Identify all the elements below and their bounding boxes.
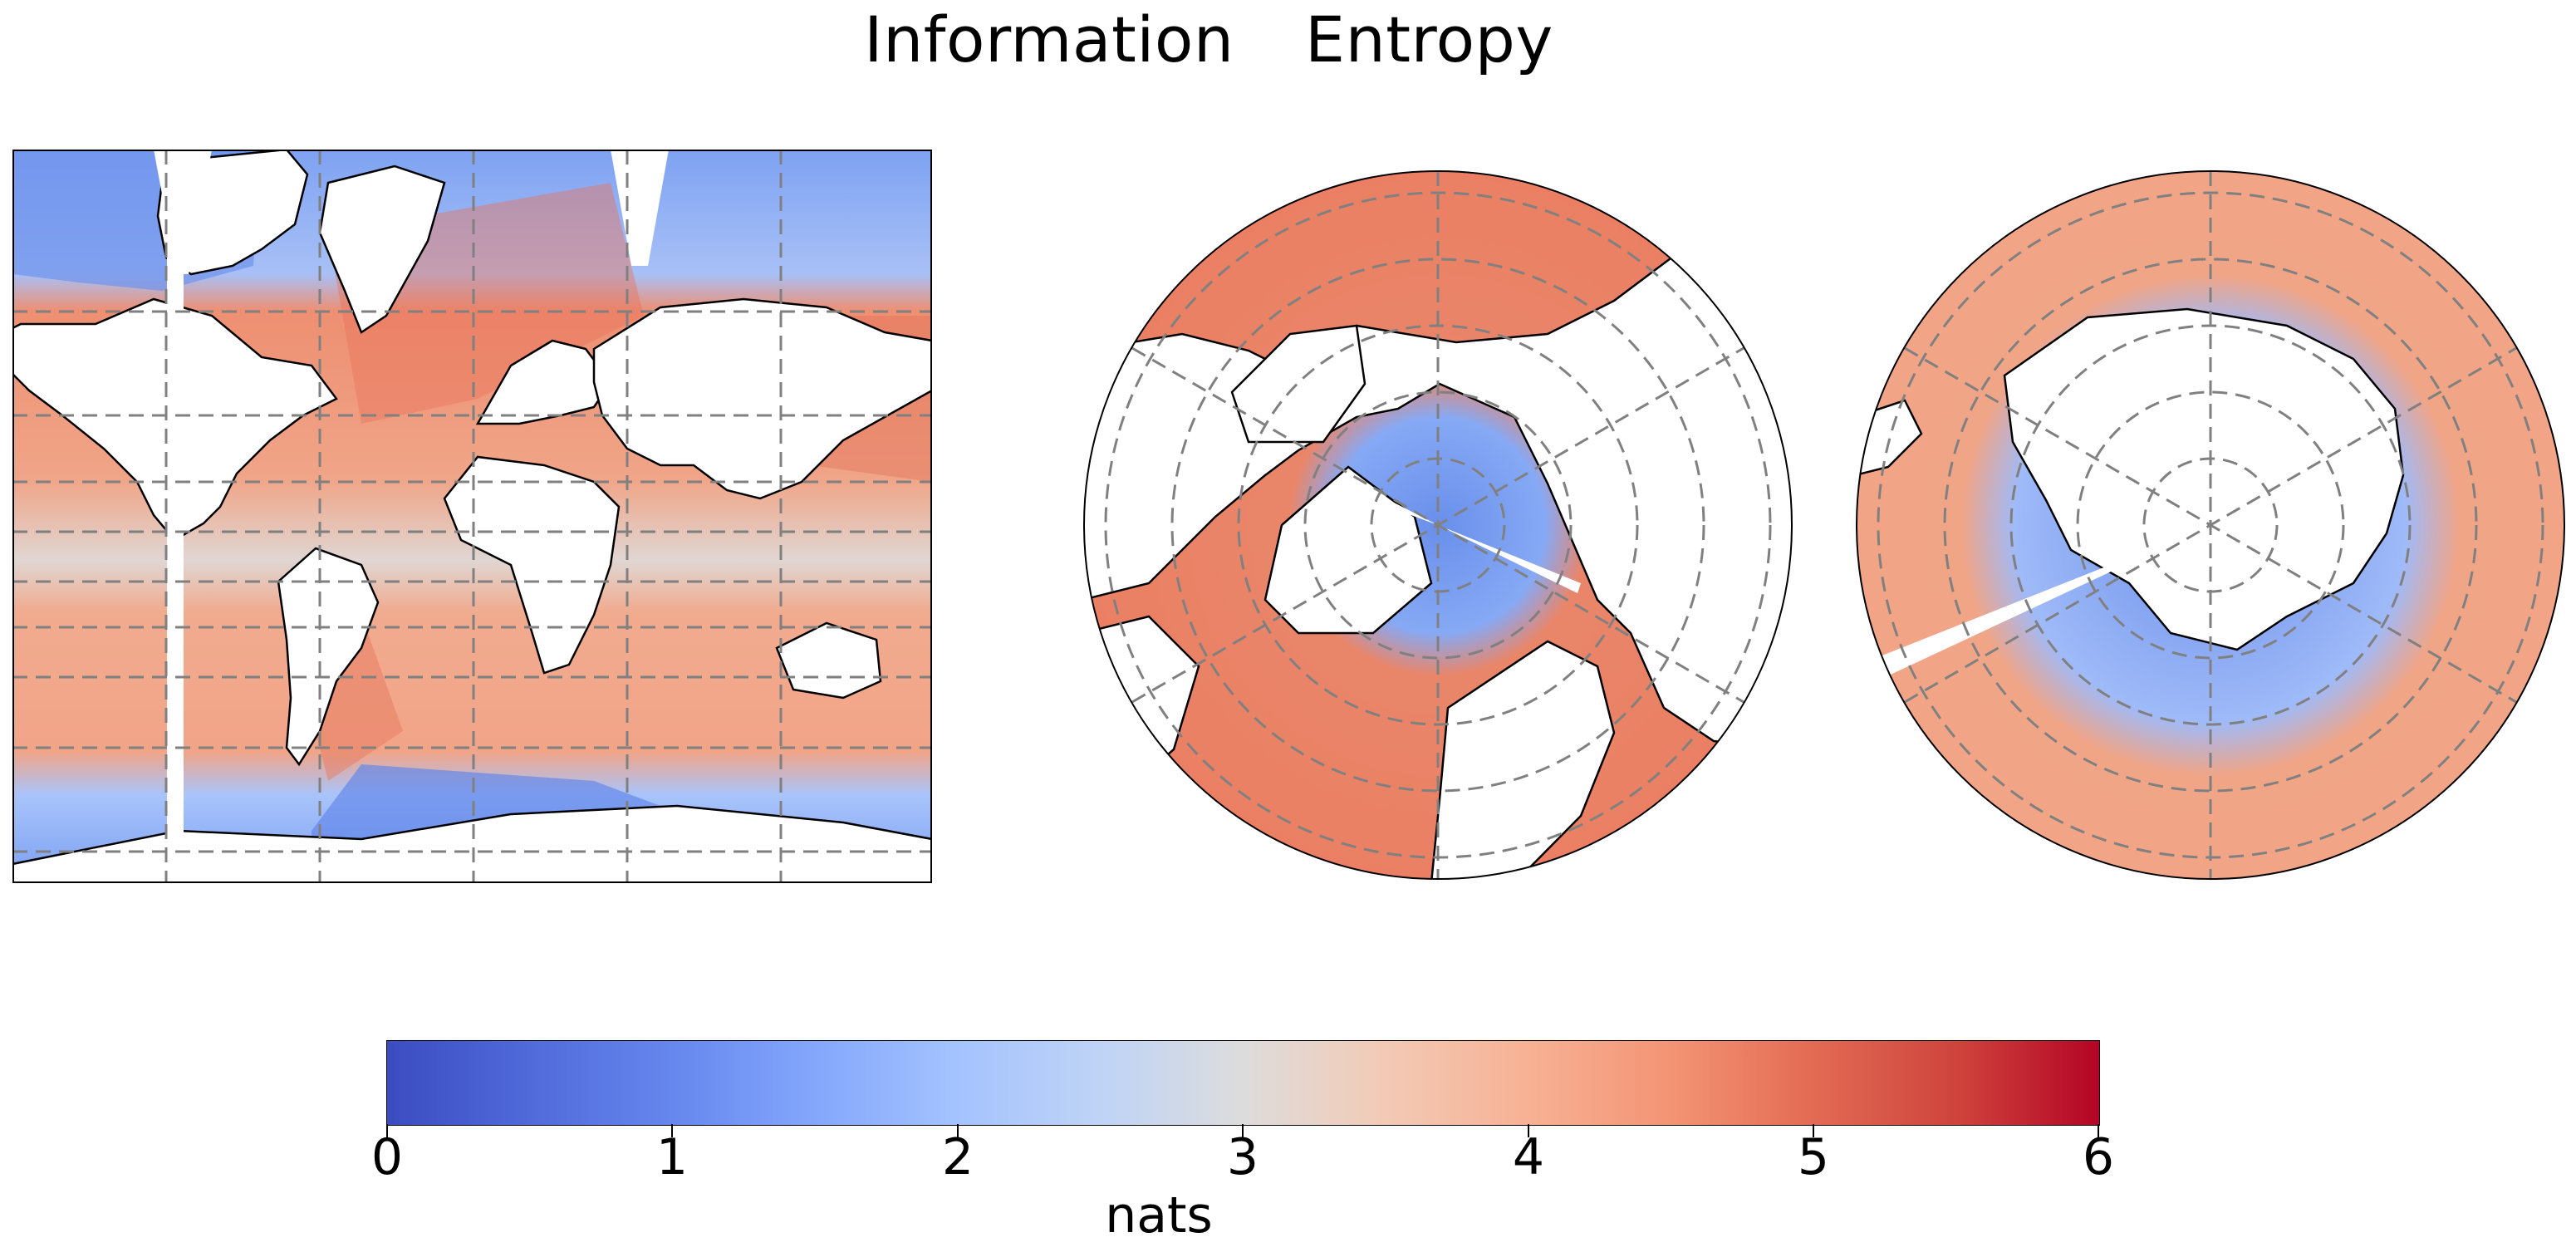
colorbar-tick-label: 0	[370, 1128, 404, 1186]
arctic-graticule	[1104, 171, 1772, 879]
colorbar-label: nats	[1105, 1186, 1213, 1245]
antarctic-map-panel	[1855, 168, 2566, 883]
colorbar-tick-label: 4	[1512, 1128, 1545, 1186]
colorbar-tick	[957, 1124, 959, 1137]
antarctica-land	[2003, 307, 2405, 651]
missing-data-wedge	[1857, 525, 2210, 691]
asia-land	[592, 297, 931, 500]
antarctic-map-frame	[1856, 170, 2565, 880]
africa-land	[443, 455, 621, 675]
arctic-map-panel	[1082, 168, 1794, 883]
colorbar-tick	[671, 1124, 673, 1137]
missing-data-wedge	[154, 150, 212, 274]
arctic-map	[1083, 170, 1793, 880]
world-map-frame	[12, 150, 932, 883]
antarctic-graticule	[1877, 171, 2544, 879]
colorbar-tick-label: 1	[655, 1128, 689, 1186]
colorbar-tick-label: 6	[2082, 1128, 2115, 1186]
arctic-archipelago-land	[1230, 324, 1367, 444]
colorbar-tick	[2098, 1124, 2099, 1137]
colorbar-tick	[1813, 1124, 1814, 1137]
world-map	[12, 150, 932, 883]
colorbar-gradient	[386, 1040, 2100, 1126]
world-map-panel	[12, 150, 932, 883]
colorbar-tick-label: 5	[1797, 1128, 1830, 1186]
australia-land	[775, 621, 882, 700]
missing-data-strip	[167, 150, 184, 882]
greenland-land	[318, 164, 446, 334]
greenland-polar-land	[1263, 465, 1433, 635]
antarctica-land	[13, 804, 931, 882]
colorbar-tick-label: 3	[1226, 1128, 1259, 1186]
colorbar-tick	[1242, 1124, 1244, 1137]
missing-data-wedge	[611, 150, 669, 266]
arctic-map-frame	[1083, 170, 1793, 880]
south-america-land	[277, 547, 380, 767]
figure-title: Information Entropy	[864, 2, 1553, 76]
colorbar	[386, 1040, 2100, 1137]
colorbar-tick	[386, 1124, 388, 1137]
missing-data-wedge	[1352, 484, 1581, 593]
colorbar-tick	[1528, 1124, 1529, 1137]
colorbar-tick-label: 2	[941, 1128, 974, 1186]
world-graticule	[12, 150, 932, 883]
antarctic-map	[1856, 170, 2565, 880]
